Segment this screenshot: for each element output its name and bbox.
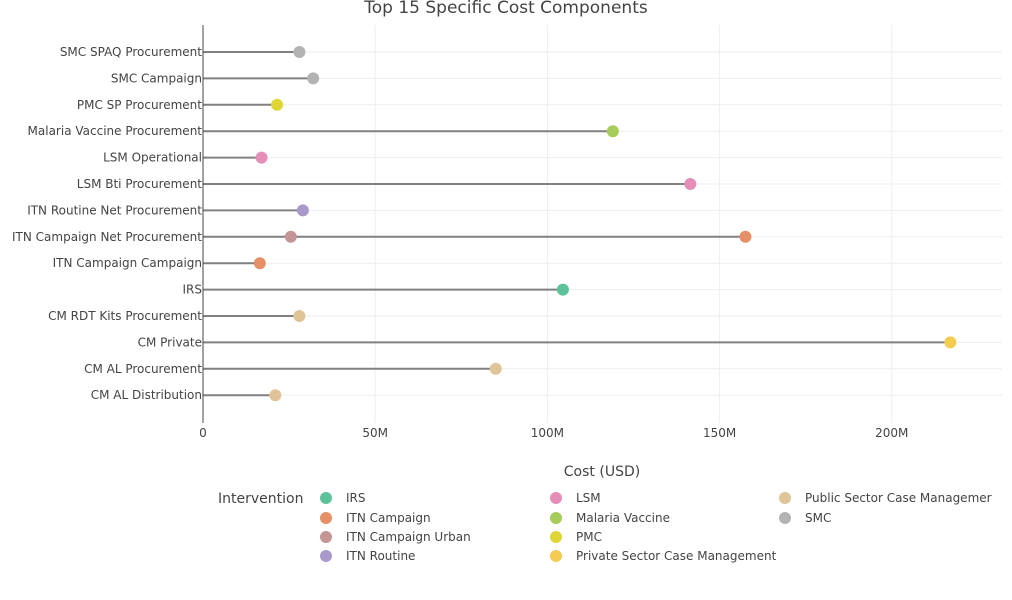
legend-item-pmc[interactable]: PMC [550,530,602,544]
legend-label: PMC [576,530,602,544]
legend-item-malaria-vaccine[interactable]: Malaria Vaccine [550,511,670,525]
legend-label: Malaria Vaccine [576,511,670,525]
category-label-cm-rdt-kits-procurement: CM RDT Kits Procurement [48,309,202,323]
legend-marker [550,550,562,562]
category-labels: SMC SPAQ Procurement SMC Campaign PMC SP P… [12,45,202,402]
legend-item-itn-campaign[interactable]: ITN Campaign [320,511,431,525]
legend-label: Public Sector Case Managemer [805,491,992,505]
x-tick-label: 100M [531,426,564,440]
category-label-cm-al-procurement: CM AL Procurement [84,362,202,376]
category-label-smc-campaign: SMC Campaign [111,71,202,85]
legend-item-irs[interactable]: IRS [320,491,366,505]
legend-item-lsm[interactable]: LSM [550,491,601,505]
category-label-cm-al-distribution: CM AL Distribution [91,388,202,402]
legend-marker [320,512,332,524]
legend-label: LSM [576,491,601,505]
point-itn-campaign-urban-itn-campaign-net-procurement[interactable] [284,230,297,243]
category-label-lsm-bti-procurement: LSM Bti Procurement [77,177,203,191]
point-smc-smc-spaq-procurement[interactable] [293,46,306,58]
point-itn-campaign-itn-campaign-net-procurement[interactable] [739,230,752,243]
legend-item-itn-routine[interactable]: ITN Routine [320,549,415,563]
legend-label: SMC [805,511,831,525]
x-tick-label: 0 [199,426,207,440]
category-label-irs: IRS [183,283,203,297]
point-public-sector-case-management-cm-al-procurement[interactable] [489,362,502,375]
category-label-lsm-operational: LSM Operational [103,151,202,165]
legend-label: ITN Campaign Urban [346,530,471,544]
legend-marker [320,531,332,543]
legend-label: ITN Campaign [346,511,431,525]
category-label-cm-private: CM Private [138,335,202,349]
data-points [253,46,957,402]
x-tick-label: 150M [703,426,736,440]
point-smc-smc-campaign[interactable] [307,72,320,85]
point-lsm-lsm-operational[interactable] [255,151,268,164]
point-itn-campaign-itn-campaign-campaign[interactable] [253,257,266,270]
legend-item-smc[interactable]: SMC [779,511,831,525]
legend-marker [779,512,791,524]
category-label-malaria-vaccine-procurement: Malaria Vaccine Procurement [28,124,203,138]
category-label-smc-spaq-procurement: SMC SPAQ Procurement [60,45,202,59]
x-tick-labels: 0 50M 100M 150M 200M [199,426,908,440]
chart-title: Top 15 Specific Cost Components [363,0,648,18]
point-itn-routine-itn-routine-net-procurement[interactable] [296,204,309,217]
legend-item-public-sector-case-management[interactable]: Public Sector Case Managemer [779,491,992,505]
legend-label: IRS [346,491,366,505]
legend-label: ITN Routine [346,549,415,563]
point-private-sector-case-management-cm-private[interactable] [944,336,957,349]
x-tick-label: 50M [362,426,388,440]
point-public-sector-case-management-cm-al-distribution[interactable] [269,389,282,402]
legend[interactable]: IRS ITN Campaign ITN Campaign Urban ITN Rou… [320,491,992,563]
legend-label: Private Sector Case Management [576,549,777,563]
legend-marker [550,512,562,524]
category-label-itn-campaign-campaign: ITN Campaign Campaign [53,256,202,270]
category-label-itn-campaign-net-procurement: ITN Campaign Net Procurement [12,230,202,244]
point-irs-irs[interactable] [556,283,569,296]
legend-marker [320,492,332,504]
legend-marker [320,550,332,562]
point-public-sector-case-management-cm-rdt-kits-procurement[interactable] [293,310,306,322]
point-lsm-lsm-bti-procurement[interactable] [684,178,697,190]
legend-item-private-sector-case-management[interactable]: Private Sector Case Management [550,549,777,563]
legend-marker [550,531,562,543]
stems [203,51,951,397]
category-label-itn-routine-net-procurement: ITN Routine Net Procurement [27,203,202,217]
point-pmc-pmc-sp-procurement[interactable] [271,98,284,111]
category-label-pmc-sp-procurement: PMC SP Procurement [77,98,202,112]
point-malaria-vaccine-malaria-vaccine-procurement[interactable] [606,125,619,138]
legend-marker [779,492,791,504]
legend-marker [550,492,562,504]
legend-title: Intervention [218,491,303,507]
x-axis-title: Cost (USD) [564,464,640,480]
x-tick-label: 200M [875,426,908,440]
legend-item-itn-campaign-urban[interactable]: ITN Campaign Urban [320,530,471,544]
grid-lines [203,25,1002,423]
